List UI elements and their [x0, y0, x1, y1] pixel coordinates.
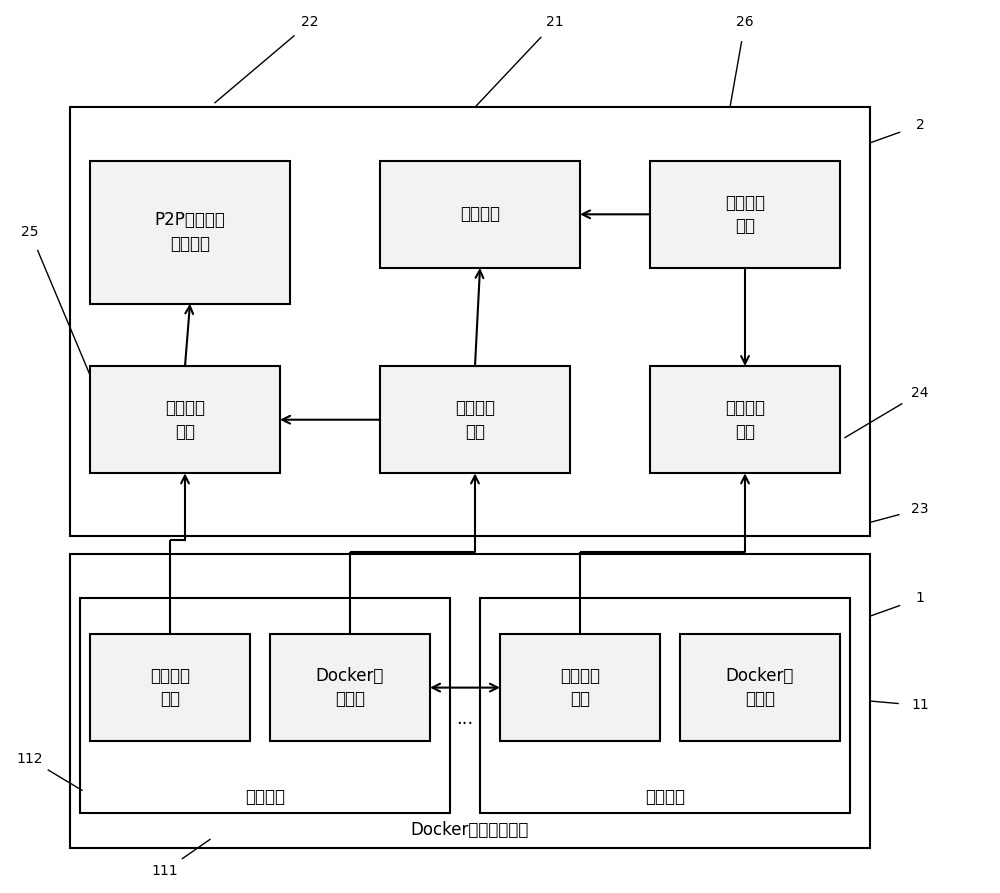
Text: 推送处理
模块: 推送处理 模块 [455, 399, 495, 440]
Text: 21: 21 [546, 15, 564, 29]
Bar [680, 634, 840, 741]
Text: 节点处理
模块: 节点处理 模块 [150, 667, 190, 708]
Bar [90, 161, 290, 304]
Bar [500, 634, 660, 741]
Bar [90, 366, 280, 473]
Text: 节点处理
模块: 节点处理 模块 [560, 667, 600, 708]
Bar [90, 634, 250, 741]
Text: 索引处理
模块: 索引处理 模块 [165, 399, 205, 440]
Text: 工作节点: 工作节点 [645, 789, 685, 806]
Text: Docker容
器引擎: Docker容 器引擎 [316, 667, 384, 708]
Bar [80, 598, 450, 813]
Text: 1: 1 [916, 591, 924, 605]
Text: ...: ... [456, 710, 474, 728]
Text: 11: 11 [911, 698, 929, 713]
Bar [650, 161, 840, 268]
Text: Docker容
器引擎: Docker容 器引擎 [726, 667, 794, 708]
Bar [270, 634, 430, 741]
Bar [70, 107, 870, 536]
Text: 负载处理
模块: 负载处理 模块 [725, 194, 765, 235]
Text: 23: 23 [911, 502, 929, 516]
Text: 24: 24 [911, 386, 929, 400]
Text: P2P中心化检
索服务器: P2P中心化检 索服务器 [155, 212, 225, 253]
Text: 22: 22 [301, 15, 319, 29]
Text: 26: 26 [736, 15, 754, 29]
Bar [70, 554, 870, 848]
Text: 112: 112 [17, 752, 43, 766]
Bar [380, 161, 580, 268]
Text: Docker容器节点集群: Docker容器节点集群 [411, 822, 529, 839]
Text: 111: 111 [152, 864, 178, 878]
Bar [480, 598, 850, 813]
Text: 镜像仓库: 镜像仓库 [460, 205, 500, 223]
Text: 25: 25 [21, 225, 39, 239]
Text: 工作节点: 工作节点 [245, 789, 285, 806]
Bar [380, 366, 570, 473]
Text: 拉取处理
模块: 拉取处理 模块 [725, 399, 765, 440]
Text: 2: 2 [916, 118, 924, 132]
Bar [650, 366, 840, 473]
